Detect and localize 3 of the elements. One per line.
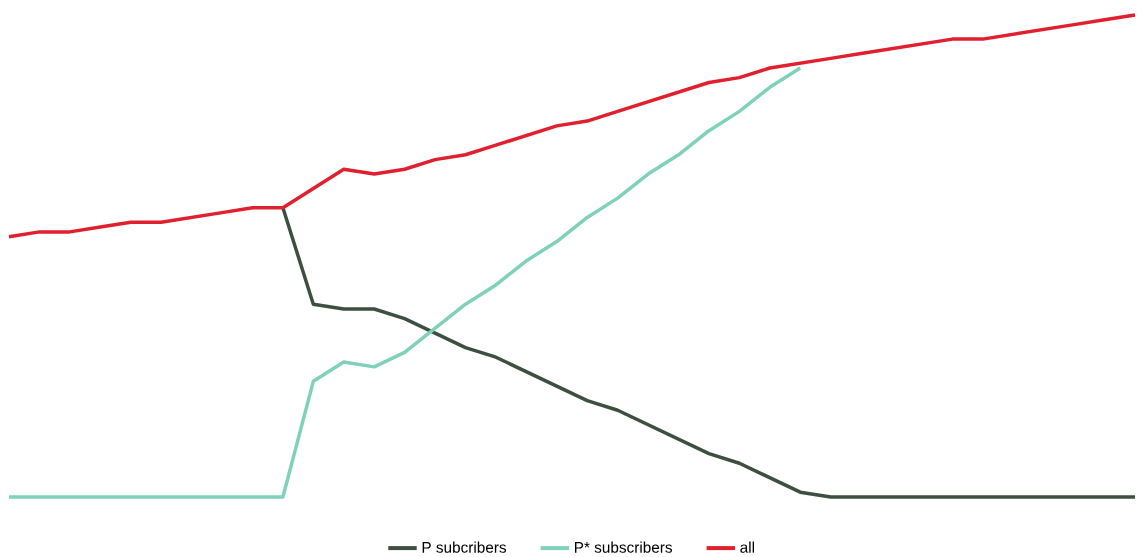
legend-label: all <box>740 541 755 553</box>
legend-label: P subcribers <box>422 541 507 553</box>
legend-label: P* subscribers <box>575 541 673 553</box>
